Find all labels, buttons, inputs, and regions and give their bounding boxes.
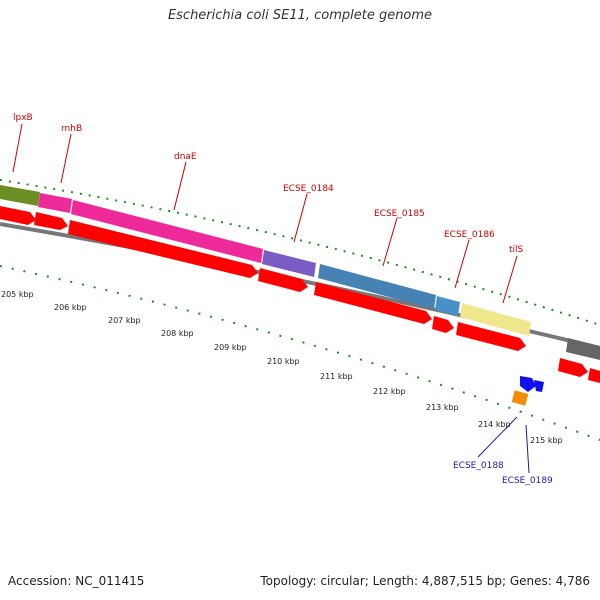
leader-tilS bbox=[502, 255, 518, 304]
kbp-label: 215 kbp bbox=[530, 436, 563, 445]
cds-arrow-8[interactable] bbox=[558, 358, 588, 377]
kbp-label: 211 kbp bbox=[320, 372, 353, 381]
gene-label-lpxB: lpxB bbox=[13, 113, 33, 123]
kbp-label: 205 kbp bbox=[1, 290, 34, 299]
cds-arrow-6[interactable] bbox=[432, 316, 454, 333]
gene-block-tilS[interactable] bbox=[460, 303, 531, 336]
kbp-label: 214 kbp bbox=[478, 420, 511, 429]
feature-ECSE_0189[interactable] bbox=[534, 380, 544, 392]
cds-arrow-5[interactable] bbox=[314, 282, 432, 324]
kbp-label: 212 kbp bbox=[373, 387, 406, 396]
gene-label-ECSE_0188: ECSE_0188 bbox=[453, 461, 504, 471]
cds-arrow-2[interactable] bbox=[34, 212, 68, 230]
cds-arrow-9[interactable] bbox=[588, 368, 600, 383]
kbp-label: 208 kbp bbox=[161, 329, 194, 338]
gene-block-dnaE[interactable] bbox=[71, 200, 263, 263]
lower-tick-row bbox=[0, 265, 600, 441]
gene-label-tilS: tilS bbox=[509, 245, 524, 255]
leader-lpxB bbox=[12, 123, 23, 173]
kbp-label: 207 kbp bbox=[108, 316, 141, 325]
leader-rnhB bbox=[60, 133, 72, 184]
accession-text: Accession: NC_011415 bbox=[8, 574, 145, 588]
gene-label-ECSE_0185: ECSE_0185 bbox=[374, 209, 425, 219]
gene-label-ECSE_0186: ECSE_0186 bbox=[444, 230, 495, 240]
gene-block-ECSE_0184[interactable] bbox=[262, 250, 316, 277]
feature-ECSE_0188[interactable] bbox=[520, 376, 536, 392]
leader-ECSE_0184 bbox=[293, 193, 308, 243]
kbp-label: 213 kbp bbox=[426, 403, 459, 412]
cds-arrow-3[interactable] bbox=[68, 220, 258, 278]
gene-block-next-gray[interactable] bbox=[566, 338, 600, 360]
gene-label-rnhB: rnhB bbox=[61, 124, 82, 134]
upper-tick-row bbox=[0, 179, 600, 326]
kbp-label: 206 kbp bbox=[54, 303, 87, 312]
cds-arrow-7[interactable] bbox=[456, 322, 526, 351]
leader-dnaE bbox=[173, 161, 187, 211]
feature-orange[interactable] bbox=[511, 390, 529, 406]
gene-label-ECSE_0189: ECSE_0189 bbox=[502, 476, 553, 486]
gene-block-ECSE_0185[interactable] bbox=[318, 264, 436, 309]
cds-arrow-4[interactable] bbox=[258, 268, 308, 292]
leader-ECSE_0188 bbox=[477, 416, 518, 458]
map-title: Escherichia coli SE11, complete genome bbox=[167, 8, 433, 23]
gene-label-ECSE_0184: ECSE_0184 bbox=[283, 184, 334, 194]
gene-label-dnaE: dnaE bbox=[174, 152, 197, 162]
gene-block-ECSE_0186[interactable] bbox=[435, 296, 460, 316]
gene-block-lpxB[interactable] bbox=[0, 185, 40, 206]
kbp-label: 209 kbp bbox=[214, 343, 247, 352]
kbp-label: 210 kbp bbox=[267, 357, 300, 366]
leader-ECSE_0185 bbox=[382, 217, 398, 267]
genome-summary: Topology: circular; Length: 4,887,515 bp… bbox=[260, 574, 590, 588]
leader-ECSE_0189 bbox=[525, 424, 530, 474]
leader-ECSE_0186 bbox=[454, 239, 470, 289]
cds-arrow-1[interactable] bbox=[0, 206, 36, 225]
gene-block-rnhB[interactable] bbox=[38, 193, 72, 213]
